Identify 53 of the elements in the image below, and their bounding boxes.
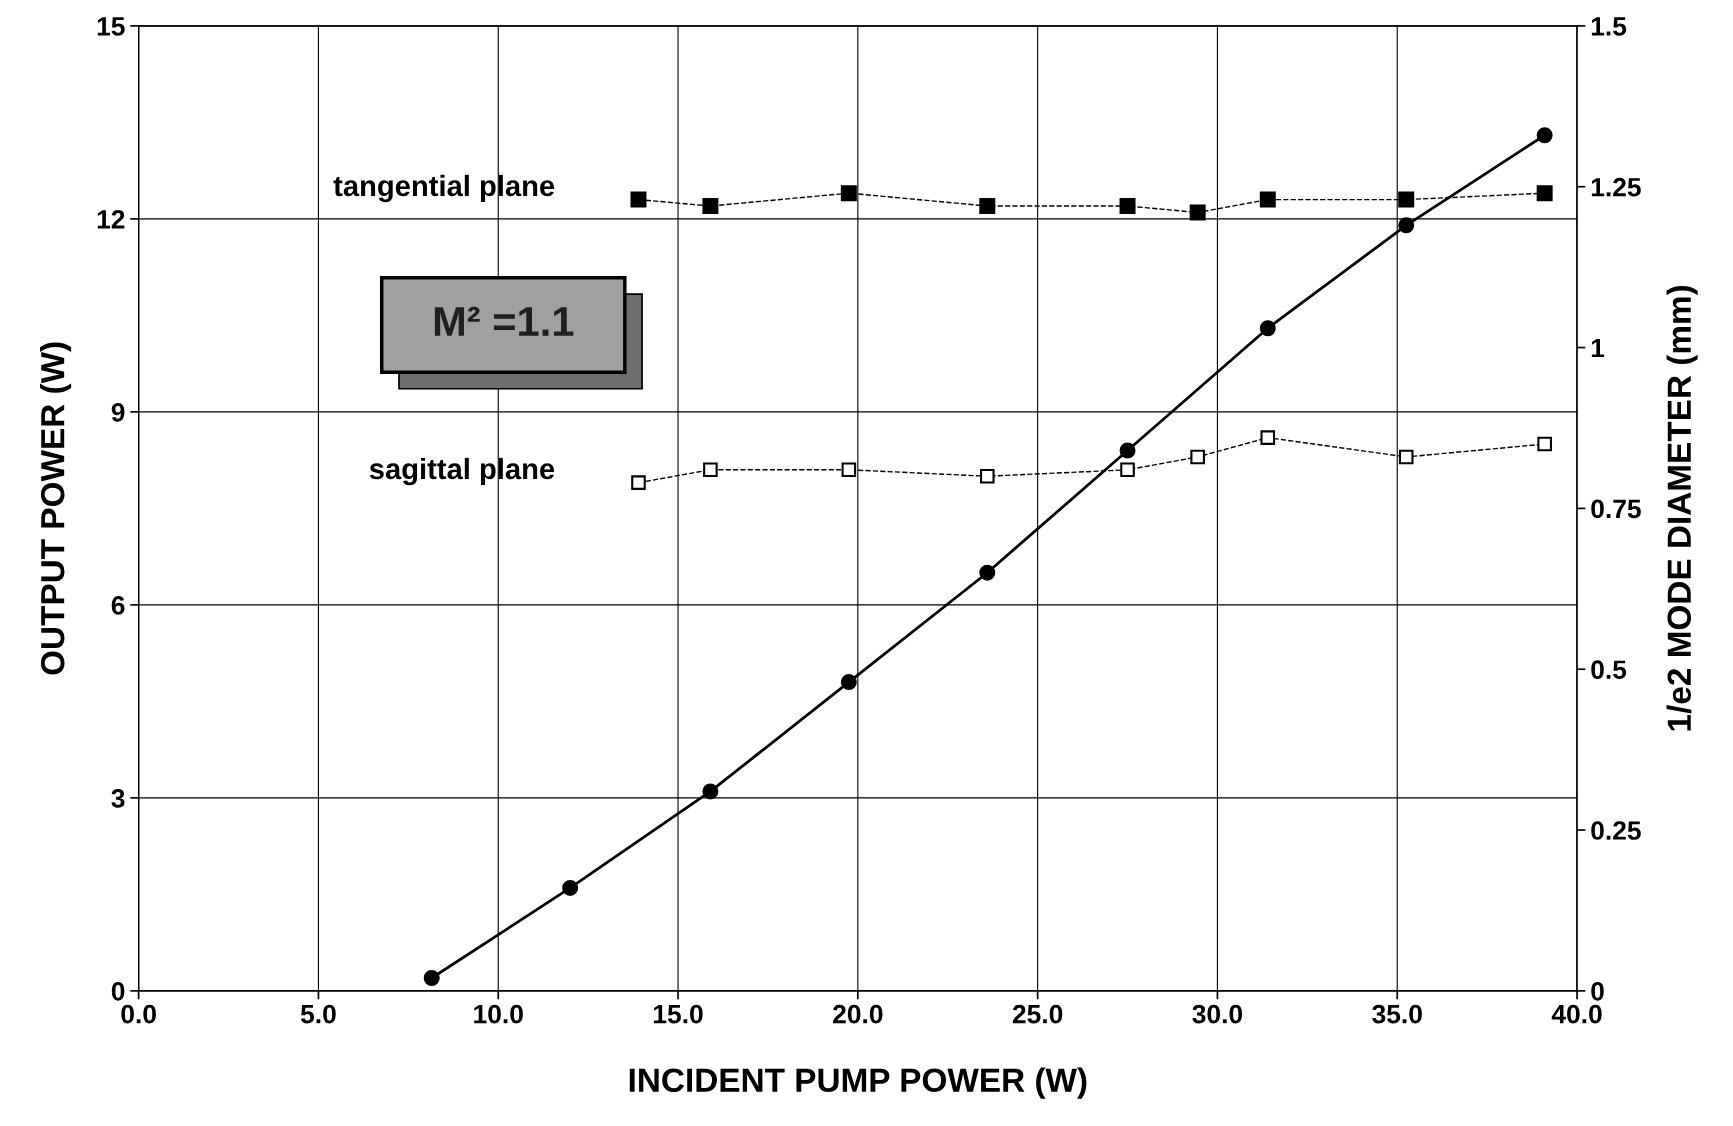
x-tick-label: 15.0 (654, 1004, 703, 1024)
x-tick-label: 40.0 (1551, 1004, 1602, 1024)
x-tick-label: 25.0 (1012, 1004, 1063, 1024)
point (631, 475, 646, 490)
point (840, 185, 857, 202)
point (1398, 217, 1415, 234)
x-tick-label: 20.0 (833, 1004, 883, 1024)
point (1260, 430, 1276, 445)
point (1259, 191, 1276, 208)
point (979, 198, 996, 215)
y-tick-label: 6 (111, 596, 125, 615)
point (1536, 185, 1553, 202)
point (980, 468, 995, 484)
y2-tick-label: 1.25 (1591, 177, 1641, 197)
y-tick-label: 0 (111, 982, 125, 1001)
point (1189, 204, 1206, 221)
y-tick-label: 12 (97, 210, 125, 229)
x-tick-label: 30.0 (1192, 1004, 1243, 1024)
y2-tick-label: 1.5 (1591, 17, 1627, 36)
y2-axis-title: 1/e2 MODE DIAMETER (mm) (1666, 285, 1698, 731)
point (1536, 127, 1553, 144)
annotation: M² =1.1 (434, 306, 574, 336)
point (703, 462, 718, 478)
point (1537, 436, 1552, 452)
y2-tick-label: 0.25 (1591, 821, 1641, 840)
point (562, 879, 579, 896)
point (979, 564, 996, 581)
point (702, 198, 719, 215)
point (841, 462, 857, 478)
y2-tick-label: 1 (1591, 338, 1605, 358)
y2-tick-label: 0.75 (1591, 499, 1641, 519)
y2-tick-label: 0 (1591, 982, 1604, 1001)
y-tick-label: 9 (111, 403, 125, 422)
point (423, 970, 440, 986)
point (840, 674, 857, 691)
y-tick-label: 15 (97, 17, 125, 36)
point (1119, 198, 1136, 215)
point (1120, 462, 1135, 478)
y-axis-title: OUTPUT POWER (W) (40, 342, 72, 675)
point (630, 191, 647, 208)
point (1119, 442, 1136, 459)
y2-tick-label: 0.5 (1591, 660, 1627, 680)
x-axis-title: INCIDENT PUMP POWER (W) (629, 1067, 1087, 1099)
x-tick-label: 10.0 (474, 1004, 523, 1024)
y-tick-label: 3 (111, 789, 125, 808)
point (1190, 449, 1205, 465)
x-tick-label: 35.0 (1372, 1004, 1422, 1024)
point (1398, 191, 1415, 208)
point (1398, 449, 1414, 465)
x-tick-label: 0.0 (121, 1004, 156, 1024)
point (1259, 320, 1276, 337)
x-tick-label: 5.0 (300, 1004, 336, 1024)
point (702, 783, 719, 800)
